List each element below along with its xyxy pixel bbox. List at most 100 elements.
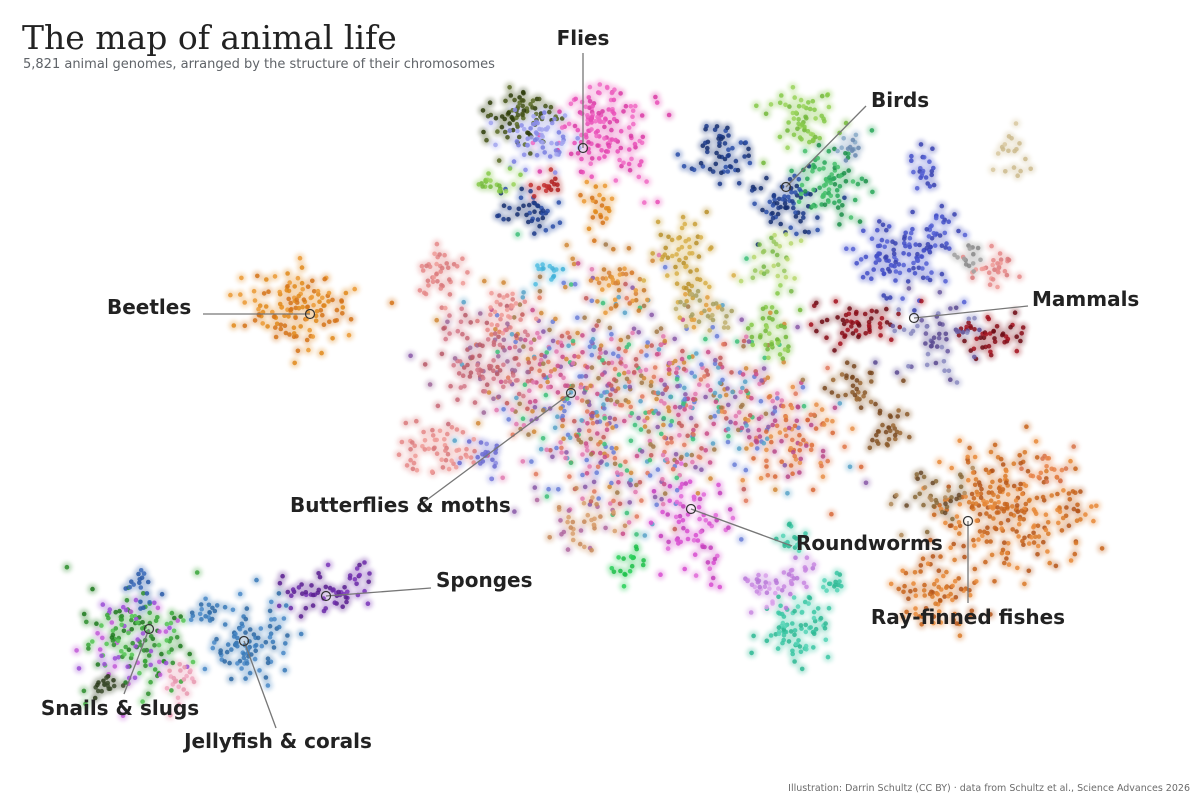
genome-point [518,195,524,201]
genome-point [637,162,642,168]
genome-point [681,164,687,169]
genome-point [228,292,233,298]
genome-point [583,373,589,379]
genome-point [580,169,585,175]
genome-point [304,337,310,343]
genome-point [501,407,506,412]
genome-point [251,288,257,294]
genome-point [535,217,541,222]
genome-point [988,349,993,355]
genome-point [859,176,865,182]
genome-point [541,329,546,334]
genome-point [666,112,672,118]
genome-point [783,102,788,108]
genome-point [585,113,590,118]
genome-point [579,111,585,116]
genome-point [778,221,783,227]
genome-point [937,331,942,337]
genome-point [942,368,947,374]
genome-point [887,269,892,274]
genome-point [498,379,504,385]
genome-point [733,158,739,164]
genome-point [832,176,837,181]
genome-point [777,134,783,140]
genome-point [911,260,916,266]
genome-point [718,136,724,142]
genome-point [842,195,847,201]
genome-point [752,201,757,207]
genome-point [761,271,767,277]
genome-point [496,213,502,218]
genome-point [256,306,261,312]
genome-point [612,366,618,372]
genome-point [618,463,623,468]
genome-point [754,103,759,109]
genome-point [605,149,611,154]
genome-point [522,337,528,343]
genome-point [833,299,839,304]
genome-point [840,317,846,323]
genome-point [990,277,996,282]
genome-point [782,268,787,274]
genome-point [946,368,952,374]
genome-point [933,360,939,366]
genome-point [556,200,562,205]
genome-point [806,100,811,105]
genome-point [900,296,905,301]
genome-point [713,161,719,167]
genome-point [777,244,782,249]
genome-point [330,297,335,303]
genome-point [884,227,889,233]
genome-point [995,261,1000,266]
genome-point [480,184,485,189]
genome-point [793,214,799,219]
genome-point [838,341,843,347]
genome-point [867,327,872,333]
genome-point [882,244,887,250]
genome-point [278,326,284,332]
genome-point [742,154,747,159]
genome-point [863,254,869,260]
genome-point [594,419,600,425]
genome-point [796,104,802,109]
genome-point [482,278,487,284]
genome-point [943,331,949,337]
genome-point [892,328,897,334]
genome-point [897,270,903,276]
genome-point [506,217,511,222]
genome-point [722,141,728,146]
genome-point [824,317,830,323]
genome-point [1004,272,1010,278]
genome-point [590,215,596,220]
genome-point [589,156,595,161]
genome-point [340,305,346,310]
genome-point [717,154,722,159]
genome-point [512,97,517,103]
genome-point [837,222,842,227]
genome-point [738,140,744,145]
genome-point [629,156,634,162]
genome-point [850,179,856,184]
genome-point [297,255,303,261]
genome-point [828,193,834,199]
genome-point [501,216,506,222]
genome-point [752,268,758,273]
genome-point [910,328,916,334]
genome-point [654,100,660,105]
genome-point [786,194,791,200]
genome-point [775,273,781,279]
genome-point [533,398,538,404]
genome-point [728,164,734,170]
genome-point [865,271,870,276]
genome-point [568,282,574,287]
genome-point [967,246,973,251]
genome-point [990,167,996,173]
genome-point [751,254,757,260]
genome-point [524,212,529,218]
genome-point [1002,339,1007,345]
genome-point [817,185,822,191]
genome-point [552,425,558,431]
genome-point [992,339,998,345]
genome-point [609,137,615,142]
genome-point [638,368,643,374]
